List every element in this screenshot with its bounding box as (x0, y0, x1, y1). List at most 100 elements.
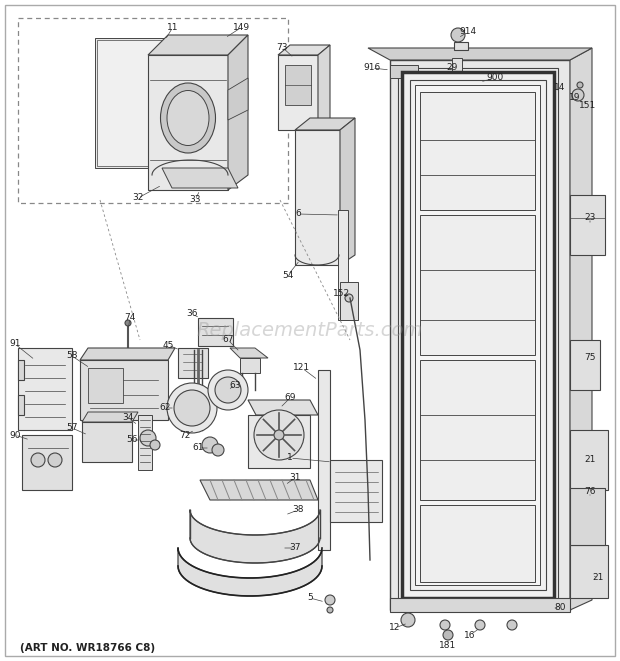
Polygon shape (95, 38, 175, 168)
Text: 916: 916 (363, 63, 381, 73)
Polygon shape (295, 130, 340, 265)
Bar (198, 318, 233, 346)
Polygon shape (570, 488, 605, 545)
Text: 74: 74 (125, 313, 136, 323)
Bar (330, 460, 382, 522)
Text: 14: 14 (554, 83, 565, 93)
Polygon shape (570, 48, 592, 610)
Text: 37: 37 (290, 543, 301, 553)
Polygon shape (248, 400, 318, 415)
Text: 75: 75 (584, 354, 596, 362)
Polygon shape (248, 415, 310, 468)
Text: ReplacementParts.com: ReplacementParts.com (197, 321, 423, 340)
Polygon shape (398, 68, 558, 602)
Polygon shape (318, 45, 330, 130)
Text: 900: 900 (486, 73, 503, 83)
Text: 23: 23 (584, 214, 596, 223)
Circle shape (254, 410, 304, 460)
Bar (240, 358, 260, 373)
Polygon shape (80, 348, 175, 360)
Text: (ART NO. WR18766 C8): (ART NO. WR18766 C8) (20, 643, 155, 653)
Text: 16: 16 (464, 631, 476, 639)
Text: 149: 149 (234, 22, 250, 32)
Circle shape (140, 430, 156, 446)
Text: 34: 34 (122, 414, 134, 422)
Polygon shape (402, 72, 554, 598)
Text: 181: 181 (440, 641, 456, 650)
Circle shape (401, 613, 415, 627)
Polygon shape (410, 80, 546, 590)
Circle shape (451, 28, 465, 42)
Circle shape (150, 440, 160, 450)
Text: 73: 73 (277, 42, 288, 52)
Text: 5: 5 (307, 594, 313, 602)
Circle shape (577, 82, 583, 88)
Ellipse shape (167, 91, 209, 145)
Circle shape (440, 620, 450, 630)
Text: 90: 90 (9, 430, 20, 440)
Circle shape (48, 453, 62, 467)
Circle shape (202, 437, 218, 453)
Polygon shape (278, 45, 330, 55)
Polygon shape (18, 348, 72, 430)
Polygon shape (390, 60, 570, 610)
Ellipse shape (161, 83, 216, 153)
Polygon shape (80, 360, 168, 420)
Circle shape (325, 595, 335, 605)
Polygon shape (228, 35, 248, 190)
Text: 61: 61 (192, 444, 204, 453)
Polygon shape (570, 195, 605, 255)
Polygon shape (415, 85, 540, 585)
Text: 45: 45 (162, 340, 174, 350)
Bar (138, 415, 152, 470)
Polygon shape (420, 360, 535, 500)
Polygon shape (390, 65, 418, 78)
Bar (178, 348, 208, 378)
Polygon shape (340, 282, 358, 320)
Polygon shape (97, 40, 173, 166)
Text: 12: 12 (389, 623, 401, 633)
Text: 6: 6 (295, 210, 301, 219)
Text: 914: 914 (459, 28, 477, 36)
Bar (454, 42, 468, 50)
Circle shape (507, 620, 517, 630)
Bar (82, 422, 132, 462)
Polygon shape (148, 55, 228, 190)
Polygon shape (570, 430, 608, 490)
Bar (18, 360, 24, 380)
Text: 19: 19 (569, 93, 581, 102)
Polygon shape (390, 598, 570, 612)
Circle shape (443, 630, 453, 640)
Circle shape (167, 383, 217, 433)
Text: 72: 72 (179, 430, 191, 440)
Polygon shape (295, 118, 355, 130)
Circle shape (125, 320, 131, 326)
Circle shape (212, 444, 224, 456)
Text: 151: 151 (579, 100, 596, 110)
Circle shape (327, 607, 333, 613)
Bar (18, 395, 24, 415)
Bar (452, 58, 462, 83)
Text: 38: 38 (292, 506, 304, 514)
Polygon shape (285, 65, 311, 105)
Circle shape (174, 390, 210, 426)
Text: 69: 69 (284, 393, 296, 403)
Polygon shape (570, 340, 600, 390)
Polygon shape (420, 505, 535, 582)
Text: 31: 31 (290, 473, 301, 483)
Text: 152: 152 (334, 288, 350, 297)
Text: 62: 62 (159, 403, 170, 412)
Text: 33: 33 (189, 196, 201, 204)
Circle shape (215, 377, 241, 403)
Text: 32: 32 (132, 194, 144, 202)
Bar (338, 210, 348, 320)
Circle shape (475, 620, 485, 630)
Circle shape (572, 89, 584, 101)
Circle shape (274, 430, 284, 440)
Polygon shape (178, 548, 322, 596)
Text: 76: 76 (584, 488, 596, 496)
Polygon shape (570, 545, 608, 598)
Bar (318, 370, 330, 550)
Text: 57: 57 (66, 424, 78, 432)
Polygon shape (200, 480, 318, 500)
